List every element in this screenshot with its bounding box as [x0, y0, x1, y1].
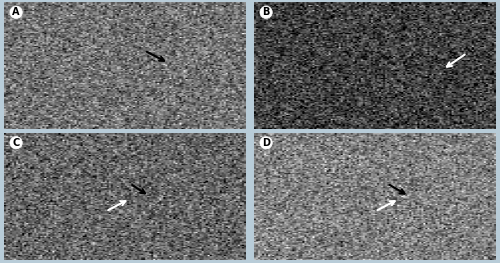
Text: A: A [12, 7, 20, 17]
Text: D: D [262, 138, 270, 148]
Text: C: C [12, 138, 20, 148]
Text: B: B [262, 7, 270, 17]
